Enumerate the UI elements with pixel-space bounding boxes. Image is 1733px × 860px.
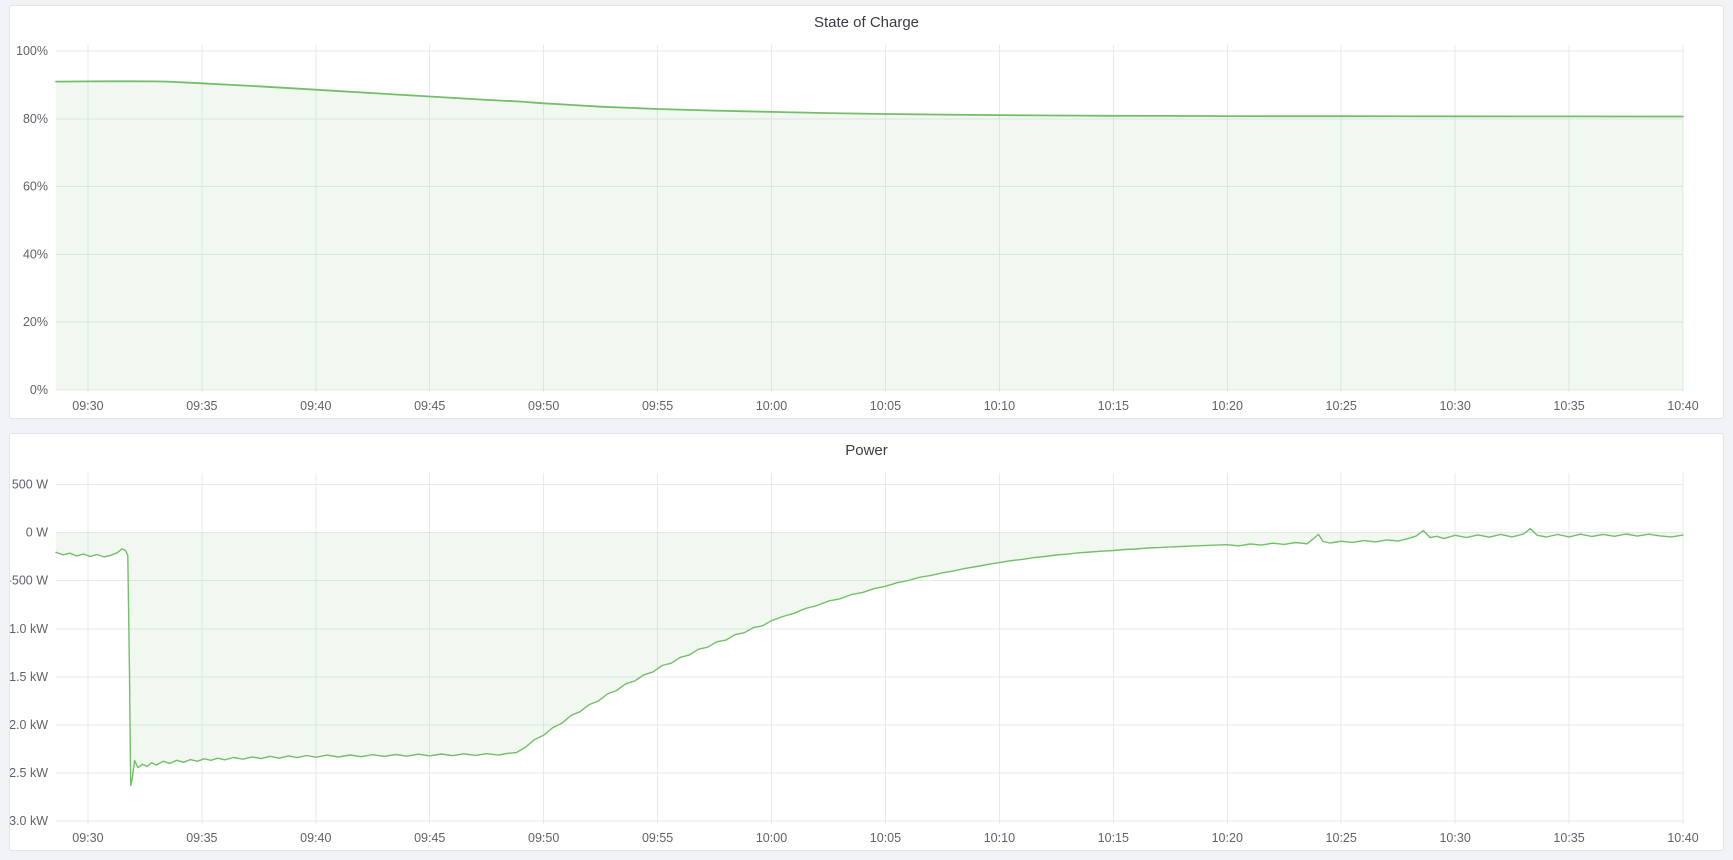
series-line[interactable] <box>55 80 1684 118</box>
y-tick-label: 20% <box>23 315 48 329</box>
x-tick-label: 10:20 <box>1212 399 1243 413</box>
x-tick-label: 09:40 <box>300 831 331 845</box>
panel-power: Power 500 W 0 W -500 W -1.0 kW -1.5 kW -2.0 k… <box>9 433 1724 851</box>
x-tick-label: 10:15 <box>1098 831 1129 845</box>
y-tick-label: 60% <box>23 180 48 194</box>
x-tick-label: 09:50 <box>528 399 559 413</box>
x-tick-label: 10:00 <box>756 399 787 413</box>
x-tick-label: 10:10 <box>984 399 1015 413</box>
panel-state-of-charge: State of Charge 100% 80% 60% 40% 20% 0% 09:30 0… <box>9 5 1724 419</box>
state-of-charge-chart[interactable]: 100% 80% 60% 40% 20% 0% 09:30 09:35 09:40 09:45 09… <box>10 35 1723 418</box>
panel-title-power[interactable]: Power <box>845 442 888 459</box>
x-tick-label: 10:35 <box>1553 831 1584 845</box>
power-chart[interactable]: 500 W 0 W -500 W -1.0 kW -1.5 kW -2.0 kW -2.5 … <box>10 463 1723 850</box>
y-tick-label: -2.0 kW <box>10 718 48 732</box>
x-tick-label: 10:00 <box>756 831 787 845</box>
x-tick-label: 10:10 <box>984 831 1015 845</box>
series-area <box>56 528 1683 786</box>
series-area <box>56 81 1683 391</box>
y-tick-label: -1.0 kW <box>10 622 48 636</box>
x-tick-label: 09:55 <box>642 831 673 845</box>
x-tick-label: 10:25 <box>1326 399 1357 413</box>
x-tick-label: 10:35 <box>1553 399 1584 413</box>
x-tick-label: 10:40 <box>1667 399 1698 413</box>
x-tick-label: 09:45 <box>414 831 445 845</box>
y-tick-label: -1.5 kW <box>10 670 48 684</box>
y-tick-label: 0% <box>30 383 48 397</box>
x-tick-label: 09:35 <box>186 399 217 413</box>
y-tick-label: 0 W <box>26 526 48 540</box>
y-tick-label: 100% <box>16 44 48 58</box>
x-tick-label: 10:05 <box>870 831 901 845</box>
panel-title-state-of-charge[interactable]: State of Charge <box>813 14 920 31</box>
x-tick-label: 09:55 <box>642 399 673 413</box>
x-tick-label: 10:20 <box>1212 831 1243 845</box>
x-tick-label: 10:15 <box>1098 399 1129 413</box>
y-tick-label: 500 W <box>12 478 48 492</box>
x-tick-label: 10:25 <box>1326 831 1357 845</box>
x-tick-label: 10:40 <box>1667 831 1698 845</box>
x-tick-label: 09:40 <box>300 399 331 413</box>
y-tick-label: -2.5 kW <box>10 766 48 780</box>
x-tick-label: 09:30 <box>72 831 103 845</box>
y-tick-label: -3.0 kW <box>10 814 48 828</box>
x-tick-label: 10:30 <box>1439 831 1470 845</box>
y-tick-label: 80% <box>23 112 48 126</box>
x-tick-label: 09:30 <box>72 399 103 413</box>
x-tick-label: 10:05 <box>870 399 901 413</box>
x-tick-label: 10:30 <box>1439 399 1470 413</box>
y-tick-label: -500 W <box>10 574 48 588</box>
x-tick-label: 09:50 <box>528 831 559 845</box>
x-tick-label: 09:45 <box>414 399 445 413</box>
x-tick-label: 09:35 <box>186 831 217 845</box>
y-tick-label: 40% <box>23 247 48 261</box>
series-line[interactable] <box>55 527 1684 787</box>
